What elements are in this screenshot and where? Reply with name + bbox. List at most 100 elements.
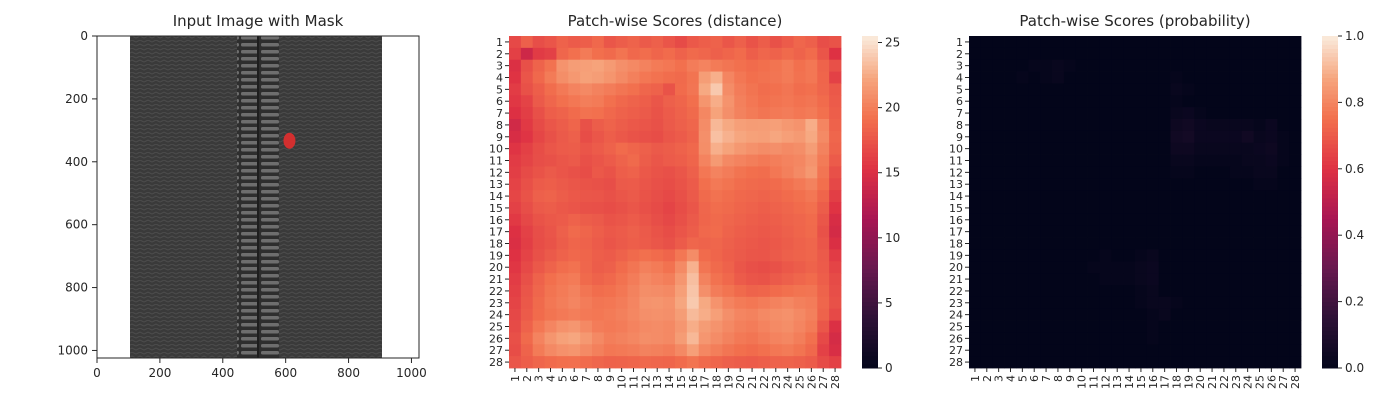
heatmap-cell bbox=[1194, 261, 1207, 274]
heatmap-cell bbox=[1052, 249, 1065, 262]
heatmap-cell bbox=[1241, 332, 1254, 345]
y-tick-label: 3 bbox=[956, 60, 963, 73]
heatmap-cell bbox=[544, 119, 557, 132]
heatmap-cell bbox=[1158, 356, 1171, 369]
colorbar-segment bbox=[862, 98, 878, 103]
heatmap-cell bbox=[805, 225, 818, 238]
heatmap-cell bbox=[1170, 130, 1183, 144]
heatmap-cell bbox=[1289, 59, 1302, 72]
heatmap-cell bbox=[1265, 71, 1278, 84]
heatmap-cell bbox=[686, 225, 700, 238]
heatmap-cell bbox=[1087, 107, 1100, 120]
heatmap-cell bbox=[556, 261, 569, 274]
heatmap-cell bbox=[992, 95, 1005, 108]
heatmap-cell bbox=[1028, 344, 1041, 357]
y-tick-label: 22 bbox=[489, 285, 503, 298]
heatmap-cell bbox=[817, 296, 830, 310]
heatmap-cell bbox=[1194, 190, 1207, 203]
heatmap-cell bbox=[675, 95, 688, 108]
heatmap-cell bbox=[1218, 59, 1231, 72]
heatmap-cell bbox=[1206, 273, 1219, 286]
heatmap-cell bbox=[663, 249, 676, 262]
heatmap-cell bbox=[698, 71, 711, 84]
heatmap-cell bbox=[686, 190, 700, 203]
heatmap-cell bbox=[829, 107, 842, 120]
heatmap-cell bbox=[781, 71, 794, 84]
heatmap-cell bbox=[758, 83, 771, 96]
heatmap-cell bbox=[627, 59, 640, 72]
heatmap-cell bbox=[592, 166, 605, 179]
heatmap-cell bbox=[1099, 107, 1112, 120]
x-tick-label: 14 bbox=[1123, 375, 1136, 389]
heatmap-cell bbox=[980, 95, 994, 108]
heatmap-cell bbox=[722, 107, 735, 120]
heatmap-cell bbox=[568, 166, 581, 179]
colorbar-segment bbox=[862, 143, 878, 149]
heatmap-cell bbox=[651, 59, 664, 72]
x-tick-label: 13 bbox=[1111, 375, 1124, 389]
y-tick-label: 21 bbox=[489, 273, 503, 286]
heatmap-cell bbox=[1135, 308, 1148, 321]
y-tick-label: 19 bbox=[489, 249, 503, 262]
heatmap-cell bbox=[627, 130, 640, 144]
heatmap-cell bbox=[580, 130, 593, 144]
heatmap-cell bbox=[1040, 190, 1053, 203]
heatmap-cell bbox=[746, 130, 759, 144]
heatmap-cell bbox=[769, 332, 783, 345]
heatmap-cell bbox=[1075, 59, 1088, 72]
heatmap-cell bbox=[592, 261, 605, 274]
heatmap-cell bbox=[1194, 308, 1207, 321]
heatmap-cell bbox=[556, 356, 569, 369]
heatmap-cell bbox=[1016, 249, 1029, 262]
heatmap-cell bbox=[805, 308, 818, 321]
heatmap-cell bbox=[1182, 332, 1195, 345]
heatmap-cell bbox=[793, 356, 806, 369]
heatmap-cell bbox=[1289, 83, 1302, 96]
heatmap-cell bbox=[746, 308, 759, 321]
colorbar-segment bbox=[862, 40, 878, 45]
colorbar-segment bbox=[862, 106, 878, 112]
heatmap-cell bbox=[710, 237, 723, 250]
heatmap-cell bbox=[1158, 119, 1171, 132]
colorbar-segment bbox=[1322, 77, 1338, 83]
heatmap-cell bbox=[1028, 166, 1041, 179]
heatmap-cell bbox=[544, 356, 557, 369]
heatmap-cell bbox=[1123, 107, 1136, 120]
x-tick-label: 200 bbox=[148, 366, 171, 380]
colorbar-segment bbox=[862, 193, 878, 199]
heatmap-cell bbox=[520, 59, 534, 72]
heatmap-cell bbox=[1111, 344, 1124, 357]
heatmap-cell bbox=[1218, 36, 1231, 49]
heatmap-cell bbox=[603, 225, 617, 238]
heatmap-cell bbox=[758, 59, 771, 72]
heatmap-cell bbox=[710, 166, 723, 179]
heatmap-cell bbox=[580, 344, 593, 357]
heatmap-cell bbox=[1277, 166, 1290, 179]
heatmap-cell bbox=[1265, 119, 1278, 132]
heatmap-cell bbox=[1253, 119, 1266, 132]
heatmap-cell bbox=[758, 237, 771, 250]
heatmap-cell bbox=[980, 36, 994, 49]
colorbar-segment bbox=[1322, 297, 1338, 303]
y-tick-label: 24 bbox=[489, 309, 503, 322]
x-tick-label: 4 bbox=[545, 375, 558, 382]
heatmap-cell bbox=[781, 296, 794, 310]
heatmap-cell bbox=[722, 142, 735, 155]
heatmap-cell bbox=[1182, 47, 1195, 61]
x-tick-label: 4 bbox=[1005, 375, 1018, 382]
heatmap-cell bbox=[663, 154, 676, 167]
heatmap-cell bbox=[1063, 166, 1077, 179]
heatmap-cell bbox=[1087, 344, 1100, 357]
heatmap-cell bbox=[520, 166, 534, 179]
heatmap-cell bbox=[1218, 190, 1231, 203]
heatmap-cell bbox=[1253, 356, 1266, 369]
heatmap-cell bbox=[1170, 225, 1183, 238]
heatmap-cell bbox=[686, 142, 700, 155]
heatmap-cell bbox=[663, 71, 676, 84]
heatmap-cell bbox=[1028, 296, 1041, 310]
colorbar-segment bbox=[862, 243, 878, 249]
heatmap-cell bbox=[1218, 107, 1231, 120]
heatmap-cell bbox=[817, 190, 830, 203]
x-tick-label: 25 bbox=[1254, 375, 1267, 389]
heatmap-cell bbox=[556, 344, 569, 357]
